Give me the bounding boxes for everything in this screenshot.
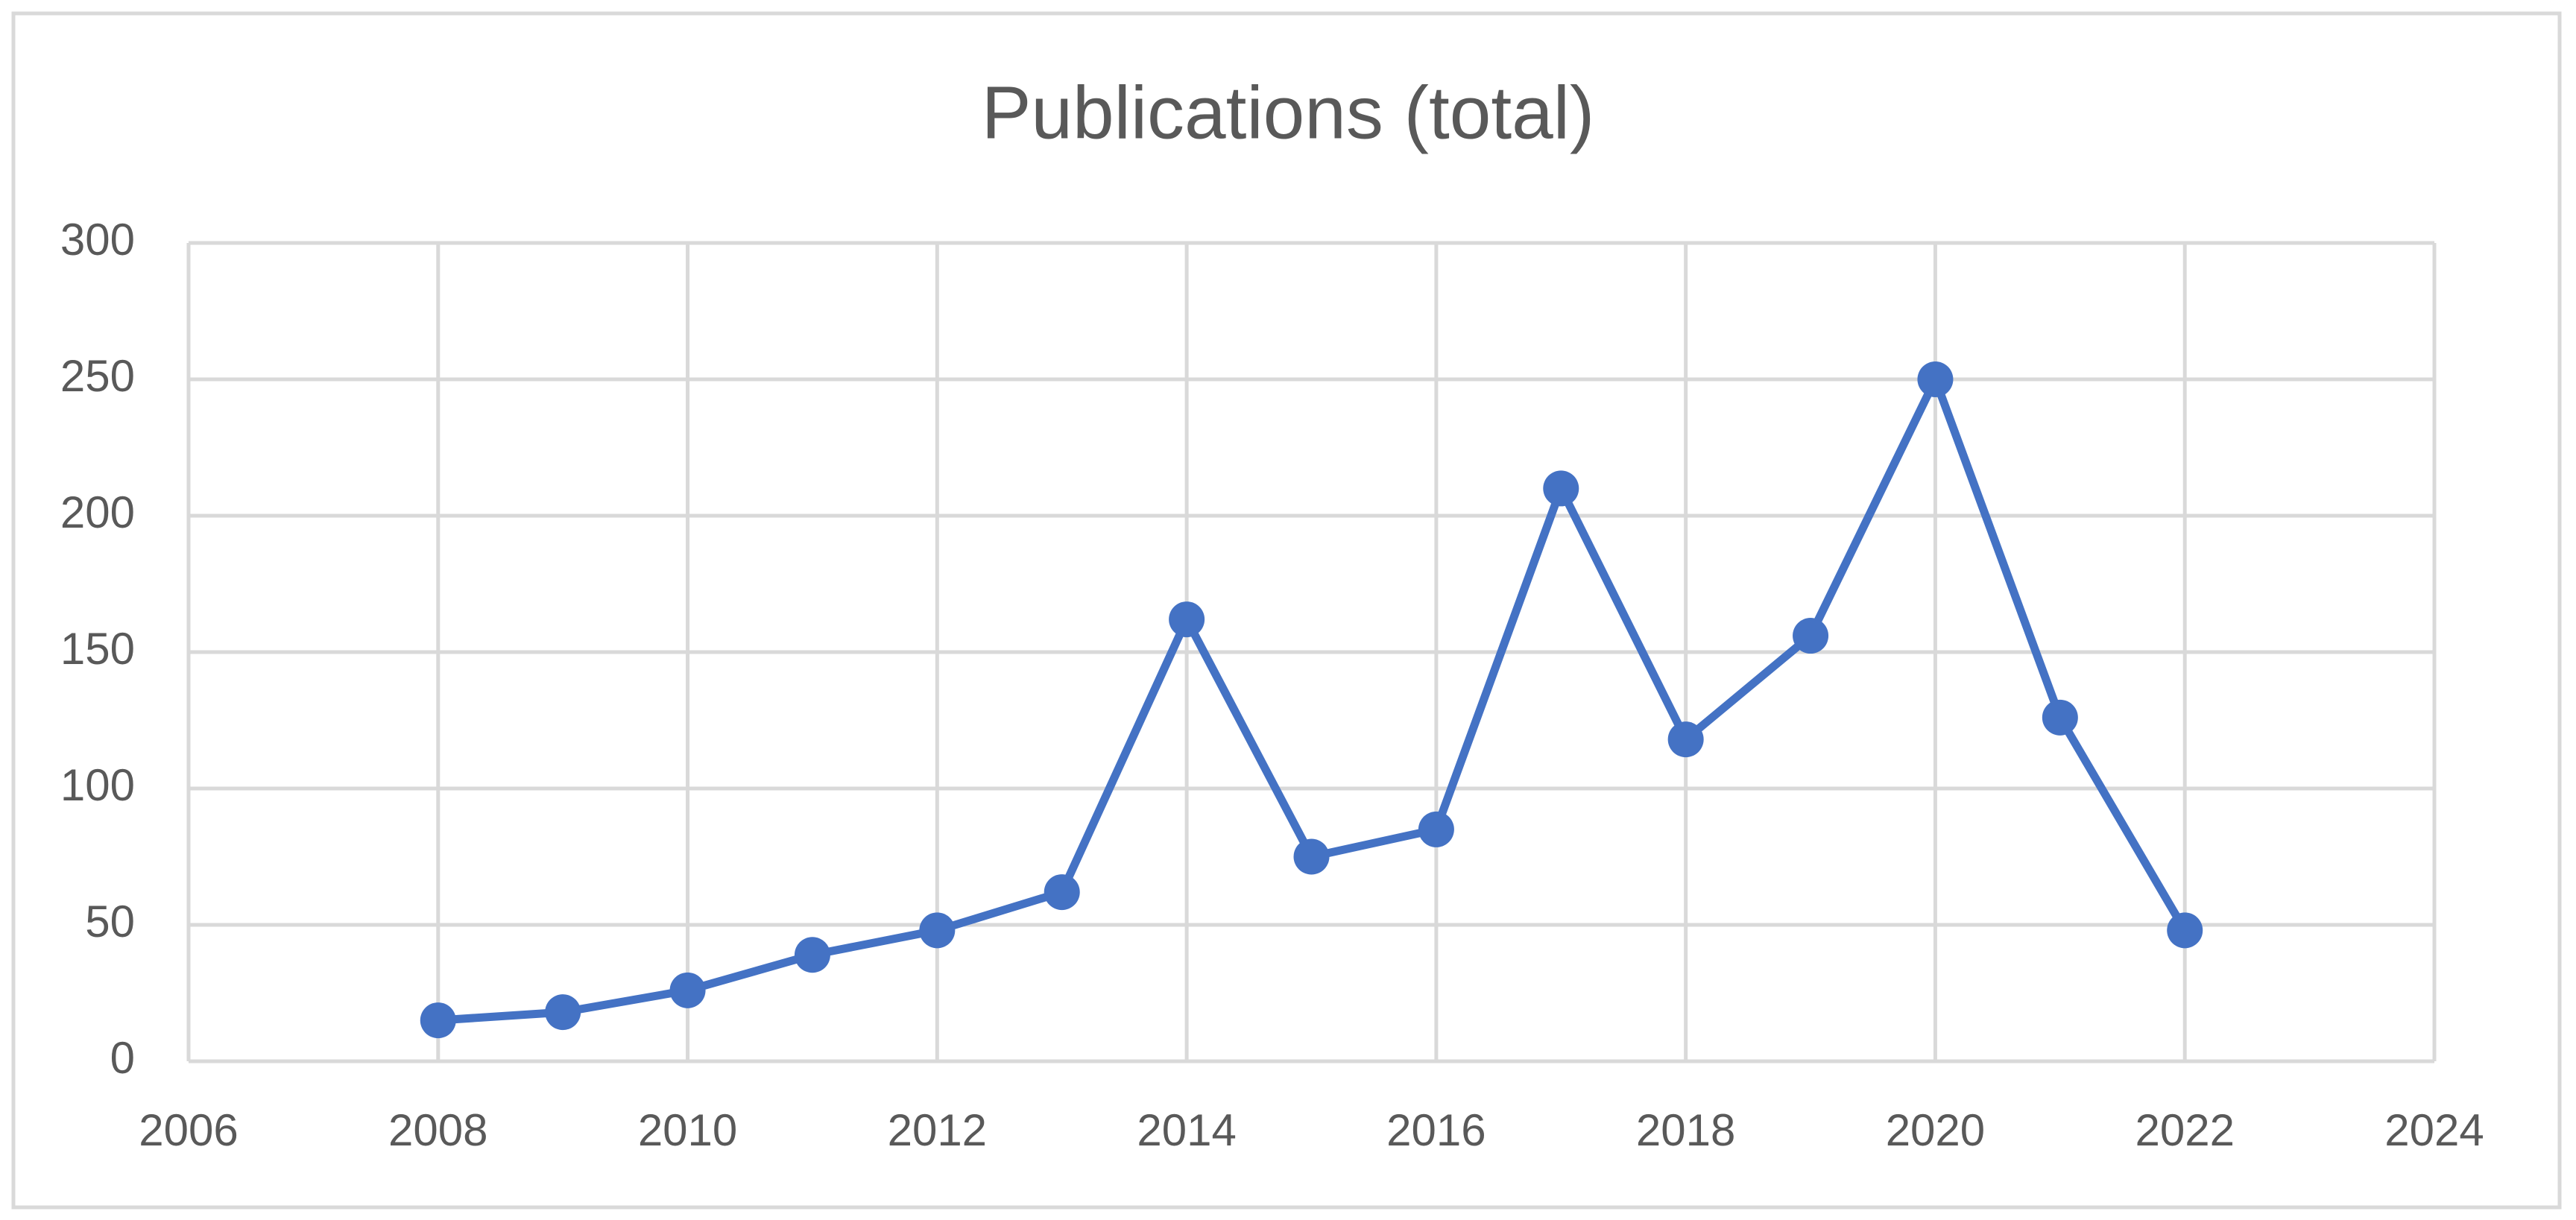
data-point bbox=[420, 1002, 456, 1039]
x-tick-label: 2022 bbox=[2135, 1105, 2234, 1155]
x-tick-label: 2006 bbox=[139, 1105, 238, 1155]
data-point bbox=[919, 912, 956, 949]
y-tick-label: 200 bbox=[60, 487, 135, 537]
data-point bbox=[2167, 912, 2203, 949]
y-tick-label: 0 bbox=[110, 1033, 135, 1083]
data-point bbox=[1793, 618, 1829, 654]
data-point bbox=[1543, 470, 1579, 507]
data-point bbox=[794, 937, 830, 973]
x-tick-label: 2016 bbox=[1386, 1105, 1486, 1155]
data-point bbox=[545, 994, 581, 1031]
data-point bbox=[1418, 811, 1454, 847]
y-tick-label: 100 bbox=[60, 760, 135, 810]
data-point bbox=[1293, 838, 1330, 875]
x-tick-label: 2014 bbox=[1137, 1105, 1236, 1155]
x-tick-label: 2010 bbox=[638, 1105, 737, 1155]
data-point bbox=[1667, 721, 1704, 758]
data-point bbox=[1044, 874, 1080, 911]
x-tick-label: 2018 bbox=[1636, 1105, 1735, 1155]
data-point bbox=[1917, 361, 1954, 397]
data-point bbox=[1169, 601, 1205, 638]
chart-border bbox=[11, 11, 2562, 1210]
x-tick-label: 2012 bbox=[888, 1105, 987, 1155]
chart-title: Publications (total) bbox=[982, 71, 1595, 154]
y-tick-label: 150 bbox=[60, 624, 135, 674]
y-tick-label: 250 bbox=[60, 351, 135, 401]
x-tick-label: 2024 bbox=[2384, 1105, 2484, 1155]
y-tick-label: 300 bbox=[60, 215, 135, 265]
data-point bbox=[2042, 699, 2078, 736]
y-tick-label: 50 bbox=[85, 897, 135, 946]
data-point bbox=[669, 972, 706, 1008]
x-tick-label: 2008 bbox=[388, 1105, 487, 1155]
x-tick-label: 2020 bbox=[1886, 1105, 1985, 1155]
